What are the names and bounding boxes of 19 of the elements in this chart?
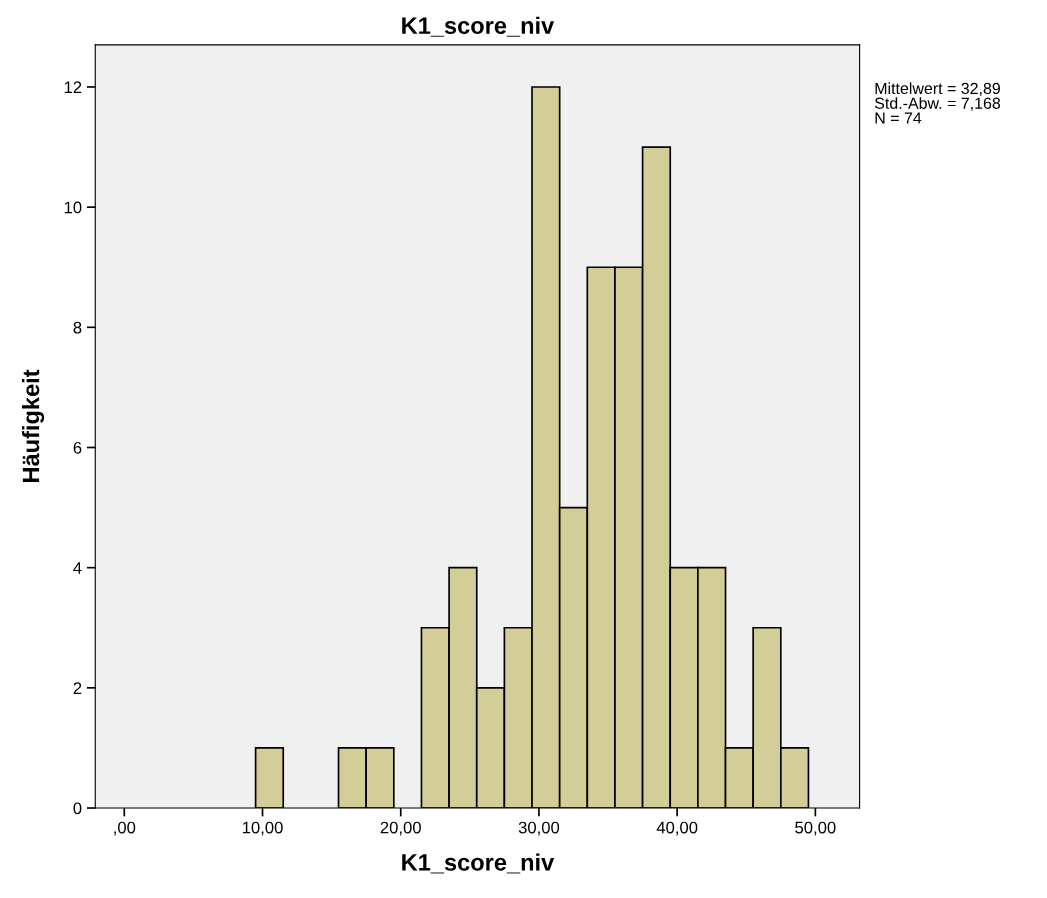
x-tick-label: 10,00 [242,821,283,836]
y-tick-label: 6 [73,441,82,454]
x-tick-label: 30,00 [518,821,560,836]
text: Std.-Abw. = 7,168 [874,97,1001,111]
y-tick-label: 4 [73,562,82,574]
y-tick-label: 12 [64,81,82,93]
y-tick-label: 2 [73,682,82,694]
y-axis-title: Häufigkeit [21,369,45,482]
x-tick-label: 50,00 [795,821,836,836]
y-tick-label: 8 [73,321,82,334]
text: N = 74 [875,112,922,124]
chart-title: K1_score_niv [402,16,555,37]
x-tick-label: 40,00 [656,821,698,836]
text: Mittelwert = 32,89 [875,82,1000,96]
y-tick-label: 0 [73,802,82,815]
x-axis-title: K1_score_niv [402,853,555,874]
x-tick-label: ,00 [114,821,136,836]
y-tick-label: 10 [64,201,82,214]
x-tick-label: 20,00 [380,821,421,836]
